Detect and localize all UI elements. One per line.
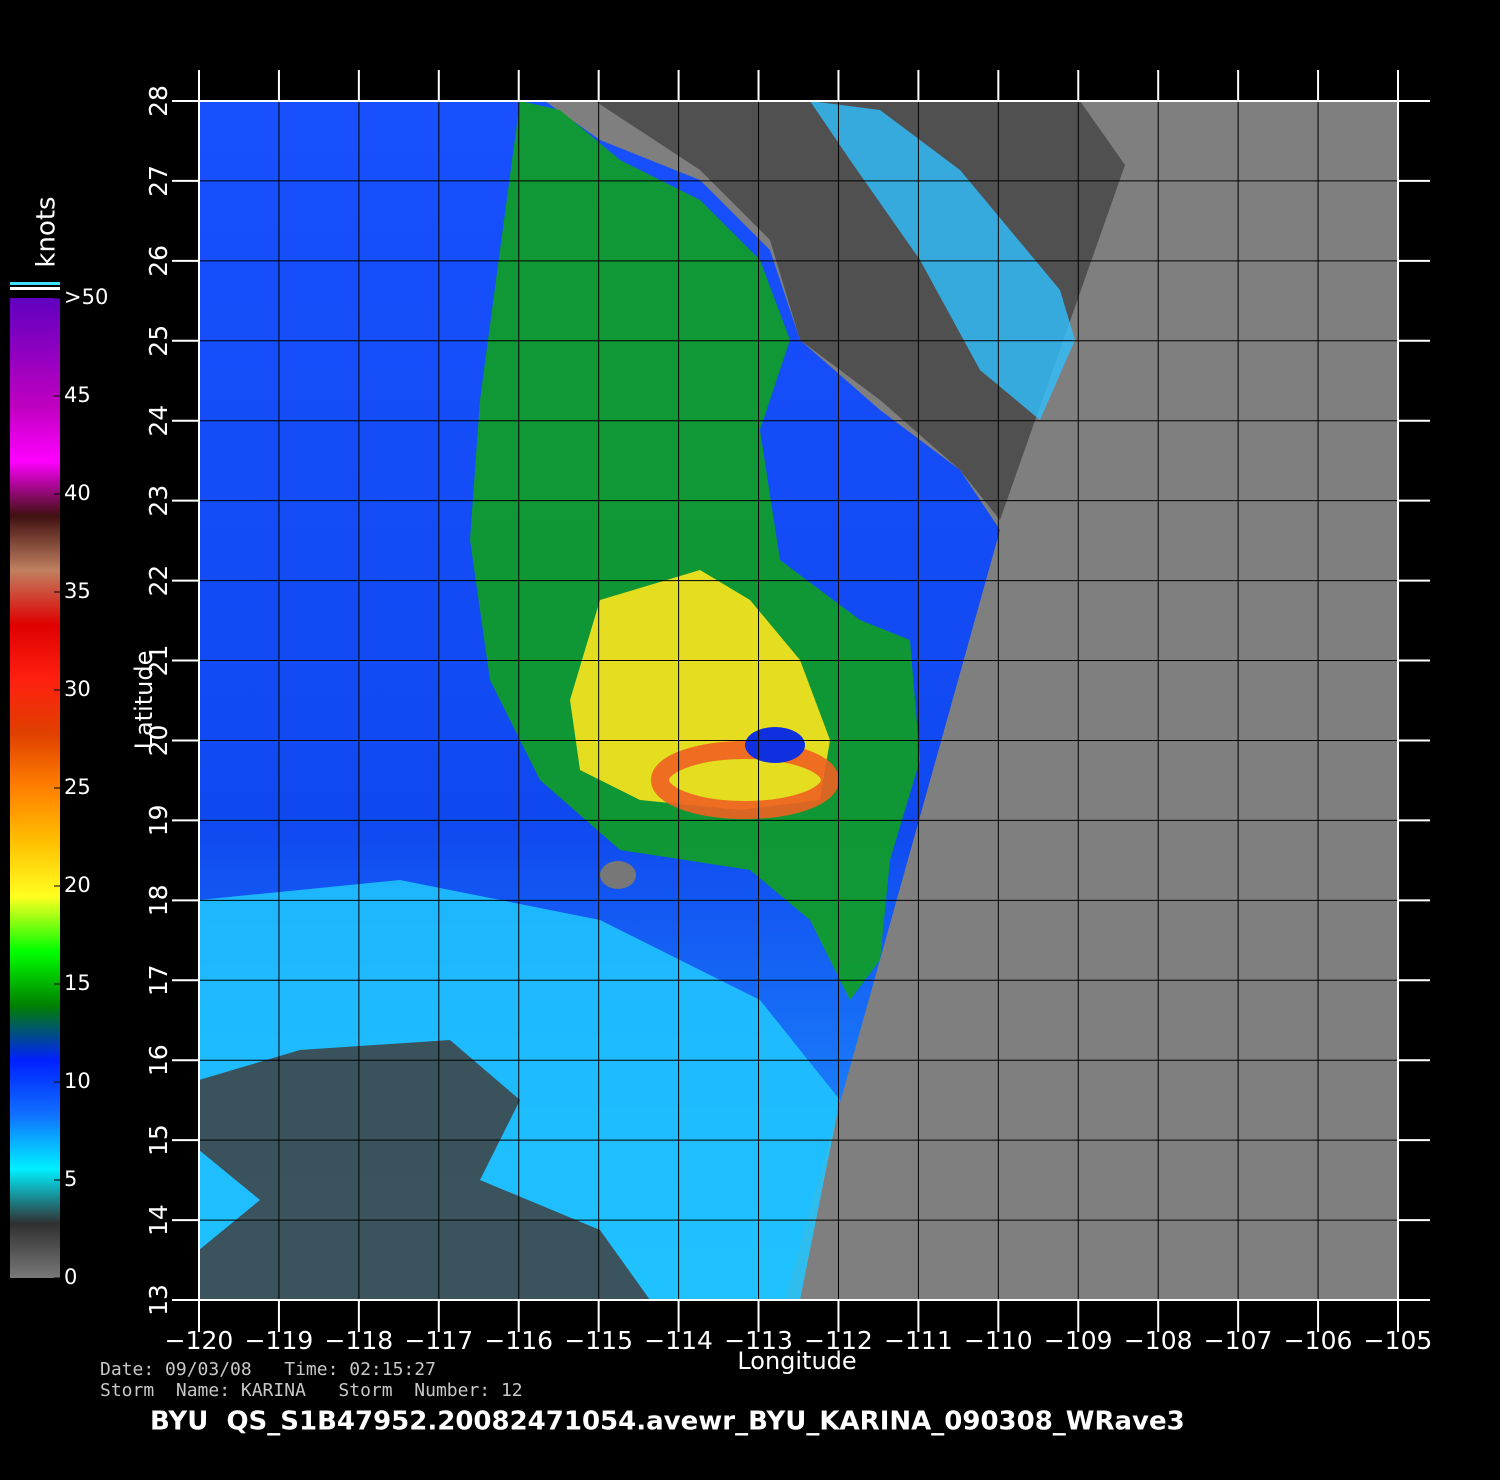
x-tick-label: −119 [245,1326,314,1355]
y-tick-label: 22 [144,565,173,597]
x-tick-label: −113 [724,1326,793,1355]
y-tick-label: 28 [144,85,173,117]
land [595,101,1125,520]
grid [199,101,1398,1300]
colorbar-tick-label: 15 [64,971,91,995]
y-tick-label: 21 [144,645,173,677]
colorbar: 0 5 10 15 20 25 30 35 40 45 >50 [10,282,108,1289]
colorbar-tick-label: 40 [64,481,91,505]
x-tick-label: −116 [484,1326,553,1355]
y-tick-label: 20 [144,725,173,757]
y-tick-label: 26 [144,245,173,277]
x-tick-label: −111 [884,1326,953,1355]
x-tick-label: −106 [1284,1326,1353,1355]
colorbar-tick-label: 45 [64,383,91,407]
colorbar-label: knots [32,196,62,267]
eye [745,727,805,763]
info-line: Date: 09/03/08 Time: 02:15:27 [100,1359,436,1380]
colorbar-tick-label: 20 [64,873,91,897]
y-tick-label: 27 [144,165,173,197]
map-field [199,101,1398,1300]
x-axis-label: Longitude [737,1347,856,1375]
colorbar-tick-label: 0 [64,1265,77,1289]
eyewall [651,741,839,819]
x-tick-label: −109 [1044,1326,1113,1355]
y-tick-label: 25 [144,325,173,357]
x-tick-label: −118 [325,1326,394,1355]
y-axis-label: Latitude [130,651,158,750]
x-tick-label: −107 [1204,1326,1273,1355]
title: BYU QS_S1B47952.20082471054.avewr_BYU_KA… [150,1407,1185,1437]
colorbar-tick-label: 30 [64,677,91,701]
y-tick-label: 13 [144,1284,173,1316]
x-tick-label: −108 [1124,1326,1193,1355]
x-tick-label: −110 [964,1326,1033,1355]
colorbar-tick-label: 5 [64,1167,77,1191]
y-tick-label: 23 [144,485,173,517]
colorbar-scale [10,298,60,1278]
info-line: Storm Name: KARINA Storm Number: 12 [100,1380,523,1401]
colorbar-tick-label: >50 [64,285,108,309]
axes: −120 −119 −118 −117 −116 −115 −114 −113 −112 −111… [144,70,1432,1355]
colorbar-tick-label: 25 [64,775,91,799]
island [600,861,636,889]
plot-frame [198,100,1399,1301]
y-tick-label: 17 [144,964,173,996]
calm-patches [199,1040,650,1300]
colorbar-cap [10,282,60,285]
y-tick-label: 16 [144,1044,173,1076]
x-tick-label: −114 [644,1326,713,1355]
y-tick-label: 19 [144,804,173,836]
y-tick-label: 15 [144,1124,173,1156]
y-tick-label: 24 [144,405,173,437]
x-tick-label: −112 [804,1326,873,1355]
y-tick-label: 14 [144,1204,173,1236]
colorbar-cap [10,287,60,290]
y-tick-label: 18 [144,884,173,916]
colorbar-tick-label: 10 [64,1069,91,1093]
x-tick-label: −115 [564,1326,633,1355]
colorbar-tick-label: 35 [64,579,91,603]
x-tick-label: −105 [1364,1326,1433,1355]
x-tick-label: −117 [404,1326,473,1355]
x-tick-label: −120 [165,1326,234,1355]
